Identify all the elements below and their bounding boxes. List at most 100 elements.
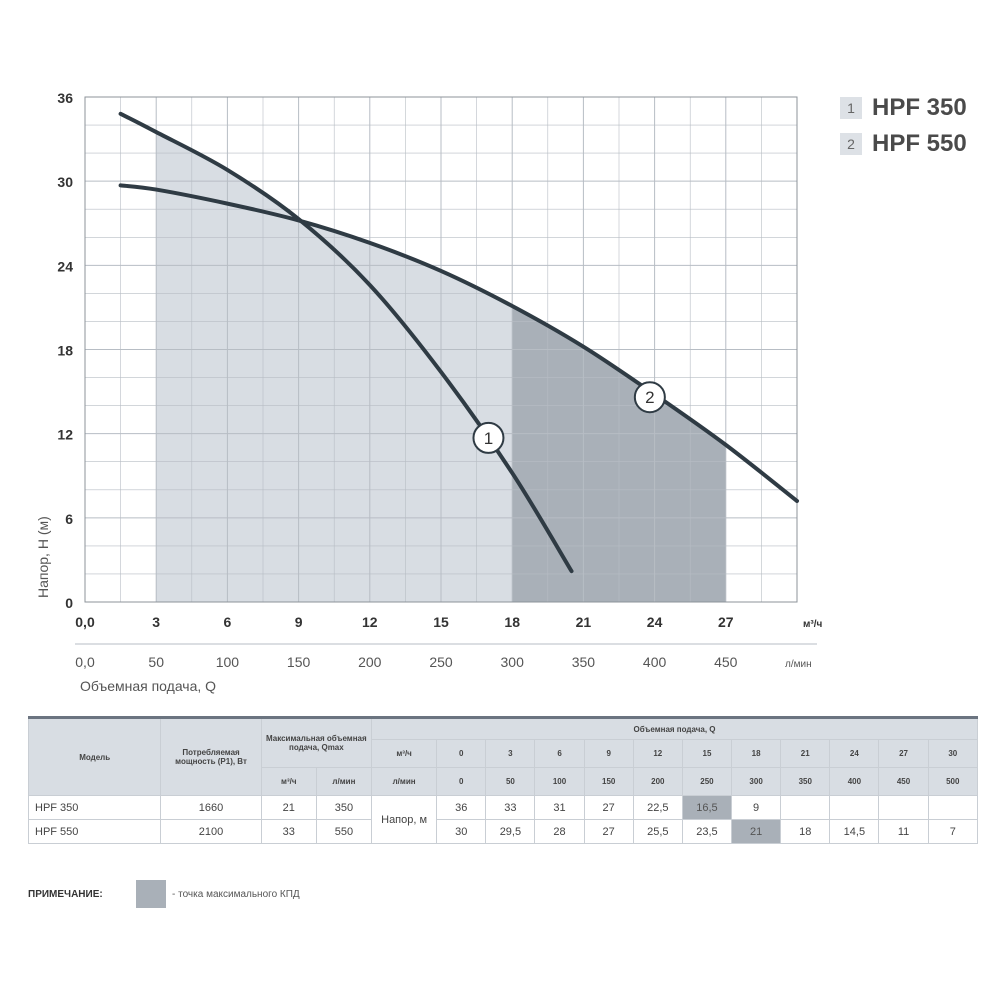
series-line-1 xyxy=(118,111,574,574)
x-tick-label-m3h: 0,0 xyxy=(75,614,95,630)
cell-head: 36 xyxy=(436,795,487,820)
header-flow-lmin: 100 xyxy=(534,767,585,796)
header-flow-lmin: 50 xyxy=(485,767,536,796)
table-row: HPF 350 1660 21 350 Напор, м 36 33 31 27 22,… xyxy=(27,795,979,844)
cell-head-max-efficiency: 21 xyxy=(731,819,782,844)
legend-num: 1 xyxy=(840,97,862,119)
header-flow-lmin: 0 xyxy=(436,767,487,796)
cell-head-label: Напор, м xyxy=(370,795,438,844)
header-flow-lmin: 200 xyxy=(632,767,683,796)
header-flow-m3h: 6 xyxy=(534,739,585,768)
cell-head xyxy=(780,795,831,820)
cell-head: 27 xyxy=(583,795,634,820)
y-tick-label: 18 xyxy=(57,343,73,359)
note-label: ПРИМЕЧАНИЕ: xyxy=(28,888,103,900)
header-qmax: Максимальная объемная подача, Qmax xyxy=(260,716,373,768)
legend-item-1: 1 HPF 350 xyxy=(840,92,1000,124)
header-flow-m3h: 12 xyxy=(632,739,683,768)
y-tick-label: 24 xyxy=(57,258,73,274)
cell-head: 7 xyxy=(927,819,979,844)
curve-marker-label: 1 xyxy=(484,429,493,448)
cell-qmax-lmin: 550 xyxy=(315,819,373,844)
x-tick-label-lmin: 350 xyxy=(572,654,596,670)
x-unit-lmin: л/мин xyxy=(785,659,812,670)
header-qmax-lmin: л/мин xyxy=(315,767,373,796)
legend-item-2: 2 HPF 550 xyxy=(840,128,1000,160)
cell-head: 11 xyxy=(878,819,929,844)
cell-model: HPF 550 xyxy=(27,819,162,844)
legend-label: HPF 550 xyxy=(872,130,967,157)
cell-head xyxy=(878,795,929,820)
curve-marker-2 xyxy=(633,381,666,414)
cell-head: 29,5 xyxy=(485,819,536,844)
cell-head: 23,5 xyxy=(681,819,733,844)
cell-head: 14,5 xyxy=(829,819,880,844)
series-line-2 xyxy=(118,183,799,503)
header-flow-m3h: 15 xyxy=(681,739,733,768)
cell-head: 25,5 xyxy=(632,819,683,844)
header-flow-lmin: 400 xyxy=(829,767,880,796)
y-tick-label: 36 xyxy=(57,90,73,106)
x-tick-label-lmin: 50 xyxy=(148,654,164,670)
plot-frame xyxy=(84,96,798,603)
max-efficiency-swatch xyxy=(136,880,166,908)
header-qmax-m3h: м³/ч xyxy=(260,767,317,796)
header-flow-m3h: 21 xyxy=(780,739,831,768)
header-unit-lmin: л/мин xyxy=(370,767,438,796)
header-flow-m3h: 3 xyxy=(485,739,536,768)
curve-marker-1 xyxy=(472,421,505,454)
y-tick-label: 0 xyxy=(65,595,73,611)
header-flow-m3h: 18 xyxy=(731,739,782,768)
x-unit-m3h: м³/ч xyxy=(803,619,823,630)
cell-qmax-m3h: 33 xyxy=(260,819,317,844)
table-row: HPF 550 2100 33 550 30 29,5 28 27 25,5 23,5 21… xyxy=(27,819,979,844)
cell-model: HPF 350 xyxy=(27,795,162,820)
header-flow-m3h: 0 xyxy=(436,739,487,768)
cell-head: 18 xyxy=(780,819,831,844)
cell-head xyxy=(927,795,979,820)
x-axis-title: Объемная подача, Q xyxy=(80,678,216,694)
cell-head: 22,5 xyxy=(632,795,683,820)
x-tick-label-m3h: 27 xyxy=(718,614,734,630)
header-flow-m3h: 27 xyxy=(878,739,929,768)
cell-head: 28 xyxy=(534,819,585,844)
x-tick-label-lmin: 400 xyxy=(643,654,667,670)
x-tick-label-m3h: 12 xyxy=(362,614,378,630)
spec-table: Модель Потребляемая мощность (Р1), Вт Ма… xyxy=(27,716,979,844)
x-tick-label-lmin: 200 xyxy=(358,654,382,670)
cell-head xyxy=(829,795,880,820)
x-tick-label-lmin: 150 xyxy=(287,654,311,670)
header-flow-lmin: 150 xyxy=(583,767,634,796)
x-tick-label-lmin: 250 xyxy=(429,654,453,670)
header-flow: Объемная подача, Q xyxy=(371,716,978,740)
header-flow-lmin: 500 xyxy=(927,767,979,796)
note: ПРИМЕЧАНИЕ: - точка максимального КПД xyxy=(28,880,300,908)
x-tick-label-m3h: 18 xyxy=(504,614,520,630)
x-tick-label-m3h: 21 xyxy=(576,614,592,630)
y-tick-label: 30 xyxy=(57,174,73,190)
note-text: - точка максимального КПД xyxy=(172,888,300,900)
header-unit-m3h: м³/ч xyxy=(370,739,438,768)
header-power: Потребляемая мощность (Р1), Вт xyxy=(160,716,262,796)
header-flow-lmin: 350 xyxy=(780,767,831,796)
x-tick-label-lmin: 450 xyxy=(714,654,738,670)
header-model: Модель xyxy=(27,716,162,796)
legend-label: HPF 350 xyxy=(872,94,967,121)
x-tick-label-lmin: 100 xyxy=(216,654,240,670)
cell-head: 27 xyxy=(583,819,634,844)
y-tick-label: 6 xyxy=(65,511,73,527)
cell-head: 9 xyxy=(731,795,782,820)
cell-qmax-m3h: 21 xyxy=(260,795,317,820)
header-flow-m3h: 24 xyxy=(829,739,880,768)
header-flow-m3h: 9 xyxy=(583,739,634,768)
cell-head: 30 xyxy=(436,819,487,844)
x-tick-label-m3h: 24 xyxy=(647,614,663,630)
header-flow-lmin: 250 xyxy=(681,767,733,796)
cell-qmax-lmin: 350 xyxy=(315,795,373,820)
x-tick-label-lmin: 300 xyxy=(501,654,525,670)
x-tick-label-m3h: 15 xyxy=(433,614,449,630)
x-tick-label-lmin: 0,0 xyxy=(75,654,95,670)
header-flow-lmin: 300 xyxy=(731,767,782,796)
curve-marker-label: 2 xyxy=(645,388,654,407)
